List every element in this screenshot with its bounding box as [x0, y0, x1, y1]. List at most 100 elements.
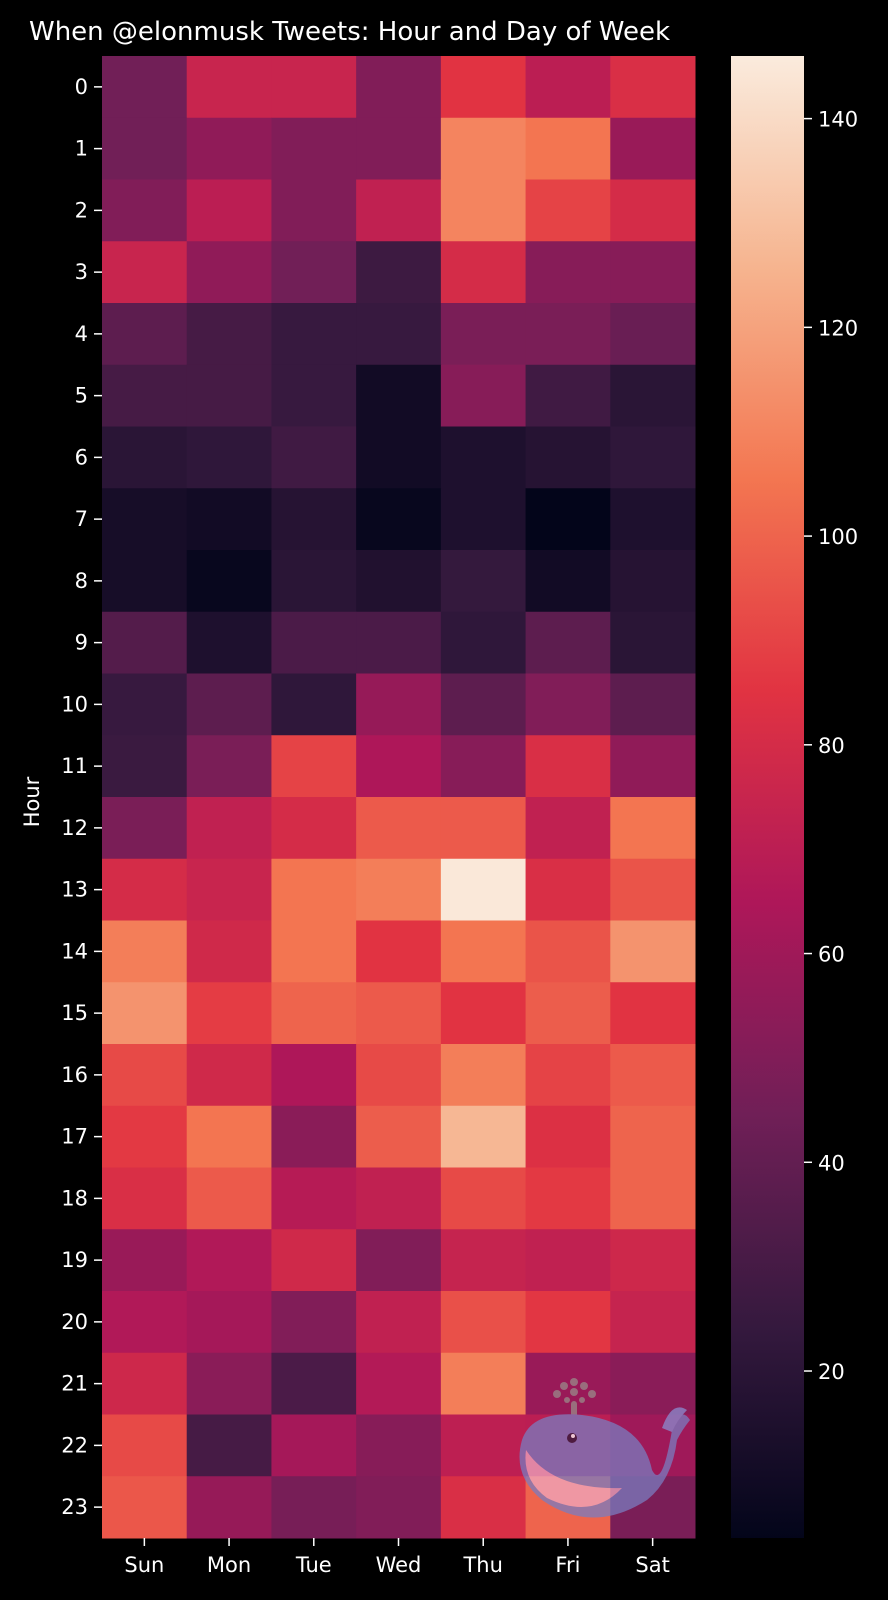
heatmap-cell: [271, 1044, 357, 1107]
heatmap-cell: [356, 303, 442, 366]
heatmap-cell: [102, 56, 188, 119]
heatmap-cell: [271, 550, 357, 613]
heatmap-cell: [102, 488, 188, 551]
x-tick-label: Sun: [124, 1553, 164, 1577]
heatmap-cell: [186, 735, 272, 798]
heatmap-cell: [102, 1291, 188, 1354]
heatmap-cell: [186, 858, 272, 921]
heatmap-cell: [356, 611, 442, 674]
heatmap-cell: [271, 1291, 357, 1354]
y-tick-label: 3: [75, 260, 88, 284]
heatmap-cell: [102, 426, 188, 489]
heatmap-cell: [525, 117, 611, 180]
heatmap-cell: [102, 982, 188, 1045]
heatmap-cell: [440, 1414, 527, 1477]
heatmap-cell: [356, 1229, 442, 1292]
heatmap-cell: [186, 1352, 272, 1415]
heatmap-cell: [356, 179, 442, 242]
heatmap-cell: [356, 920, 442, 983]
heatmap-cell: [610, 735, 696, 798]
heatmap-cell: [525, 1167, 611, 1230]
heatmap-cell: [356, 364, 442, 427]
heatmap-cell: [356, 797, 442, 860]
y-axis-label: Hour: [20, 776, 44, 827]
heatmap-cell: [440, 1352, 527, 1415]
heatmap-cell: [610, 303, 696, 366]
heatmap-cell: [271, 117, 357, 180]
y-tick-label: 19: [61, 1248, 88, 1272]
heatmap-cell: [440, 364, 527, 427]
heatmap-cell: [356, 56, 442, 119]
heatmap-cell: [610, 1167, 696, 1230]
heatmap-cell: [610, 1229, 696, 1292]
heatmap-cell: [102, 797, 188, 860]
heatmap-cell: [525, 1044, 611, 1107]
heatmap-cell: [102, 920, 188, 983]
heatmap-cell: [525, 1352, 611, 1415]
x-tick-label: Sat: [635, 1553, 669, 1577]
heatmap-cell: [525, 179, 611, 242]
heatmap-cell: [186, 1476, 272, 1539]
heatmap-cell: [102, 1105, 188, 1168]
heatmap-cell: [525, 735, 611, 798]
heatmap-cell: [440, 56, 527, 119]
heatmap-cell: [186, 1167, 272, 1230]
x-tick-label: Wed: [376, 1553, 422, 1577]
heatmap-cell: [186, 1291, 272, 1354]
heatmap-cell: [356, 1167, 442, 1230]
colorbar-tick-label: 100: [818, 525, 858, 549]
heatmap-cell: [610, 858, 696, 921]
heatmap-cell: [102, 303, 188, 366]
heatmap-cell: [271, 673, 357, 736]
heatmap-cell: [610, 797, 696, 860]
heatmap-cell: [271, 488, 357, 551]
colorbar-tick-label: 60: [818, 943, 845, 967]
heatmap-cell: [356, 1414, 442, 1477]
y-tick-label: 6: [75, 445, 88, 469]
heatmap-cell: [271, 1105, 357, 1168]
heatmap-cell: [271, 982, 357, 1045]
heatmap-cell: [440, 858, 527, 921]
heatmap-cell: [102, 1044, 188, 1107]
heatmap-cell: [525, 797, 611, 860]
y-tick-label: 23: [61, 1495, 88, 1519]
chart-title: When @elonmusk Tweets: Hour and Day of W…: [29, 17, 670, 47]
heatmap-cell: [525, 1229, 611, 1292]
heatmap-cell: [610, 426, 696, 489]
heatmap-cell: [525, 920, 611, 983]
y-tick-label: 13: [61, 878, 88, 902]
heatmap-cell: [271, 364, 357, 427]
heatmap-cell: [186, 56, 272, 119]
heatmap-cell: [440, 426, 527, 489]
y-tick-label: 15: [61, 1001, 88, 1025]
heatmap-cell: [440, 611, 527, 674]
heatmap-cell: [440, 1044, 527, 1107]
heatmap-cell: [440, 1476, 527, 1539]
heatmap-cell: [186, 488, 272, 551]
heatmap-cell: [356, 1105, 442, 1168]
heatmap-cell: [440, 303, 527, 366]
x-tick-label: Thu: [462, 1553, 502, 1577]
heatmap-cell: [271, 1414, 357, 1477]
heatmap-cell: [610, 179, 696, 242]
heatmap-cell: [610, 550, 696, 613]
heatmap-cell: [440, 1229, 527, 1292]
colorbar-tick-label: 40: [818, 1151, 845, 1175]
heatmap-cell: [271, 1167, 357, 1230]
heatmap-cell: [186, 1414, 272, 1477]
heatmap-cell: [102, 1229, 188, 1292]
heatmap-cell: [271, 241, 357, 304]
heatmap-cell: [102, 241, 188, 304]
heatmap-cell: [102, 735, 188, 798]
heatmap-cell: [102, 1414, 188, 1477]
heatmap-cell: [271, 1476, 357, 1539]
y-tick-label: 5: [75, 384, 88, 408]
heatmap-cell: [186, 982, 272, 1045]
heatmap-cell: [271, 1229, 357, 1292]
heatmap-cell: [610, 364, 696, 427]
heatmap-cell: [440, 1291, 527, 1354]
heatmap-cell: [356, 982, 442, 1045]
heatmap-cell: [356, 488, 442, 551]
heatmap-cell: [525, 364, 611, 427]
